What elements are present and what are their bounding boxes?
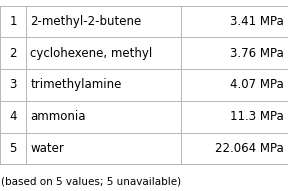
Text: water: water	[30, 142, 64, 155]
Text: cyclohexene, methyl: cyclohexene, methyl	[30, 47, 152, 60]
Text: 4: 4	[9, 110, 17, 123]
Text: 2-methyl-2-butene: 2-methyl-2-butene	[30, 15, 141, 28]
Text: 3.76 MPa: 3.76 MPa	[230, 47, 284, 60]
Text: 3: 3	[9, 79, 17, 91]
Text: 11.3 MPa: 11.3 MPa	[230, 110, 284, 123]
Text: trimethylamine: trimethylamine	[30, 79, 122, 91]
Text: 2: 2	[9, 47, 17, 60]
Text: (based on 5 values; 5 unavailable): (based on 5 values; 5 unavailable)	[1, 176, 181, 186]
Text: ammonia: ammonia	[30, 110, 86, 123]
Text: 22.064 MPa: 22.064 MPa	[215, 142, 284, 155]
Text: 3.41 MPa: 3.41 MPa	[230, 15, 284, 28]
Text: 1: 1	[9, 15, 17, 28]
Text: 4.07 MPa: 4.07 MPa	[230, 79, 284, 91]
Text: 5: 5	[9, 142, 17, 155]
